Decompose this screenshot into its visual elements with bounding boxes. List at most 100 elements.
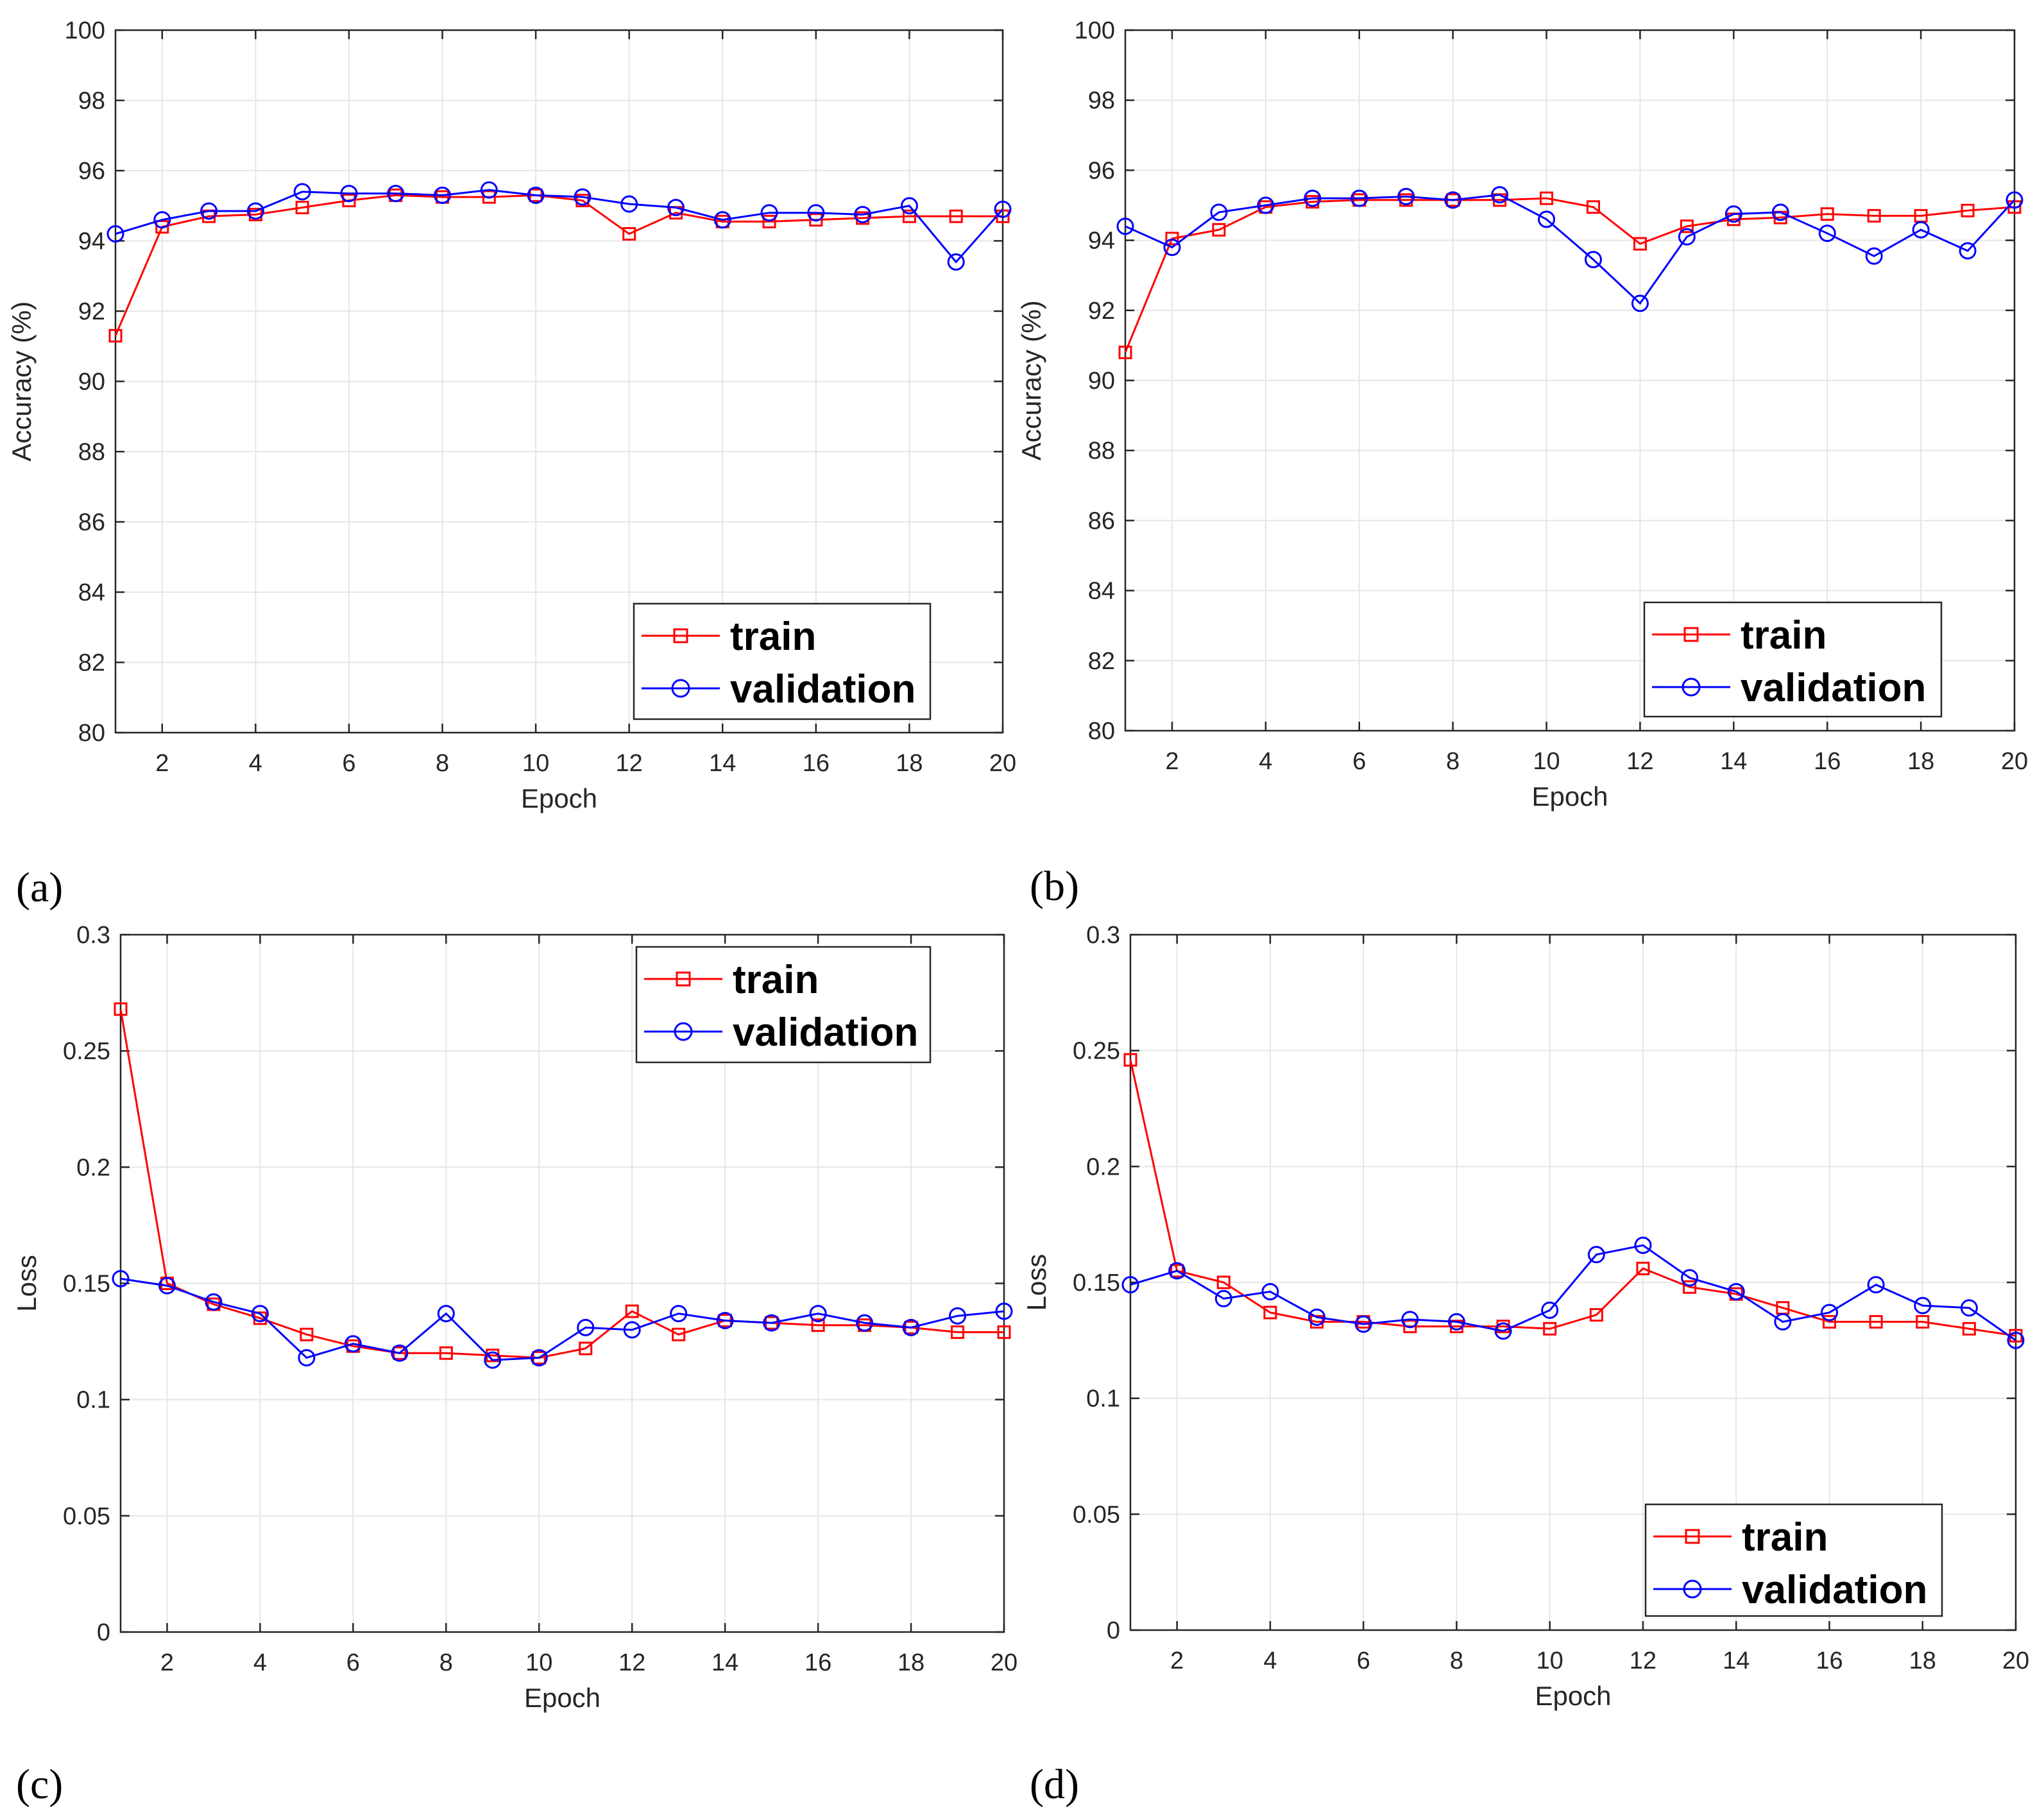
data-point-train — [1589, 1308, 1603, 1322]
y-tick-label: 94 — [1088, 228, 1115, 255]
data-point-train — [1170, 1264, 1184, 1278]
data-point-train — [1636, 1261, 1650, 1275]
data-point-validation — [480, 181, 498, 199]
y-tick-label: 82 — [1088, 648, 1115, 675]
y-tick-label: 84 — [1088, 578, 1115, 605]
x-tick-label: 8 — [1446, 748, 1460, 775]
x-tick-label: 10 — [1533, 748, 1560, 775]
data-point-validation — [1725, 205, 1742, 223]
y-tick-label: 0.2 — [1086, 1153, 1120, 1180]
x-tick-label: 4 — [249, 750, 262, 777]
y-tick-label: 0.05 — [63, 1503, 110, 1530]
data-point-validation — [1634, 1236, 1652, 1254]
data-point-validation — [1168, 1262, 1186, 1280]
data-point-validation — [106, 225, 124, 243]
data-point-train — [1822, 1314, 1836, 1329]
data-point-train — [1683, 1280, 1697, 1294]
y-tick-label: 0.1 — [76, 1387, 110, 1414]
x-tick-label: 20 — [2001, 748, 2028, 775]
data-point-train — [1820, 207, 1834, 221]
series-line-train — [1129, 1059, 2016, 1337]
data-point-validation — [1214, 1289, 1232, 1307]
data-point-train — [1212, 223, 1226, 237]
data-point-validation — [902, 1318, 920, 1336]
y-axis-label: Loss — [1021, 1254, 1052, 1311]
x-tick-label: 10 — [1537, 1647, 1563, 1674]
x-tick-label: 20 — [2002, 1647, 2029, 1674]
data-point-train — [300, 1327, 314, 1341]
legend-marker-validation — [671, 679, 690, 698]
data-point-train — [762, 214, 776, 228]
x-axis-label: Epoch — [524, 1683, 600, 1713]
x-tick-label: 2 — [160, 1649, 174, 1676]
data-point-validation — [1818, 225, 1836, 242]
x-tick-label: 18 — [896, 750, 923, 777]
data-point-validation — [2007, 1331, 2025, 1349]
y-tick-label: 0.3 — [76, 922, 110, 949]
data-point-validation — [298, 1348, 316, 1366]
data-point-train — [1543, 1322, 1557, 1336]
legend-marker-train — [676, 971, 691, 987]
data-point-validation — [1631, 294, 1649, 312]
data-point-validation — [1257, 196, 1275, 214]
data-point-train — [393, 1346, 407, 1360]
data-point-validation — [763, 1314, 781, 1332]
data-point-validation — [112, 1270, 130, 1288]
legend-marker-validation — [1682, 677, 1701, 697]
data-point-validation — [1678, 228, 1696, 246]
x-tick-label: 6 — [342, 750, 355, 777]
y-tick-label: 0 — [97, 1619, 110, 1646]
y-tick-label: 90 — [78, 369, 105, 396]
data-point-train — [1867, 208, 1881, 223]
data-point-train — [114, 1002, 128, 1016]
data-point-validation — [1914, 1297, 1932, 1314]
data-point-validation — [577, 1318, 595, 1336]
y-tick-label: 0 — [1107, 1617, 1120, 1644]
data-point-validation — [667, 198, 685, 216]
data-point-validation — [1541, 1301, 1559, 1319]
data-point-validation — [856, 1314, 874, 1332]
series-line-validation — [1130, 1244, 2016, 1341]
data-point-validation — [1587, 1246, 1605, 1264]
x-tick-label: 6 — [1357, 1647, 1370, 1674]
data-point-validation — [1538, 210, 1556, 228]
data-point-validation — [1494, 1322, 1512, 1340]
x-tick-label: 16 — [805, 1649, 831, 1676]
data-point-validation — [530, 1348, 548, 1366]
x-tick-label: 12 — [1630, 1647, 1656, 1674]
x-tick-label: 12 — [616, 750, 643, 777]
y-tick-label: 82 — [78, 650, 105, 677]
x-tick-label: 8 — [436, 750, 449, 777]
legend-label-train: train — [730, 615, 816, 659]
x-tick-label: 14 — [709, 750, 736, 777]
panel-label: (c) — [16, 1761, 63, 1808]
data-point-train — [1403, 1320, 1417, 1334]
chart-panel-1: 2 4 6 8 10 12 14 16 18 20 80 82 84 86 88 90 92 94 96 98 100 E… — [6, 17, 1016, 911]
data-point-validation — [344, 1335, 362, 1353]
legend-box — [633, 602, 932, 720]
x-axis-label: Epoch — [1535, 1681, 1611, 1711]
x-tick-label: 2 — [1165, 748, 1179, 775]
data-point-train — [622, 227, 636, 241]
data-point-train — [1540, 191, 1554, 205]
data-point-train — [811, 1318, 825, 1332]
x-tick-label: 14 — [1723, 1647, 1750, 1674]
x-tick-label: 12 — [618, 1649, 645, 1676]
data-point-validation — [1771, 203, 1789, 221]
legend-marker-train — [673, 628, 688, 643]
y-tick-label: 94 — [78, 228, 105, 255]
legend: train validation — [1644, 1503, 1943, 1617]
data-point-validation — [293, 183, 311, 201]
data-point-train — [482, 190, 496, 204]
data-point-validation — [158, 1277, 176, 1295]
data-point-validation — [760, 204, 778, 222]
data-point-validation — [437, 1305, 455, 1323]
chart-panel-3: 2 4 6 8 10 12 14 16 18 20 0 0.05 0.1 0.15 0.2 0.25 0.3 Ep… — [12, 922, 1018, 1808]
data-point-validation — [623, 1321, 641, 1339]
data-point-validation — [434, 186, 452, 204]
legend-label-train: train — [1742, 1515, 1828, 1560]
x-tick-label: 2 — [1170, 1647, 1184, 1674]
x-tick-label: 12 — [1626, 748, 1653, 775]
data-point-train — [949, 209, 963, 223]
data-point-train — [672, 1327, 686, 1341]
